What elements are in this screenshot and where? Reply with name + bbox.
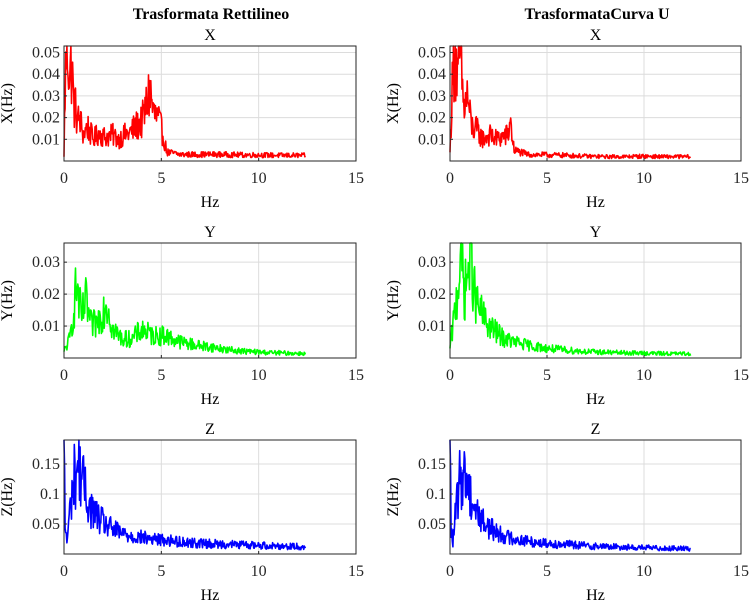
y-axis-label: X(Hz) (385, 83, 402, 124)
axes-background (450, 243, 741, 358)
x-tick-label: 15 (733, 563, 749, 580)
axes-title: X (590, 27, 602, 44)
axes-frame (449, 45, 742, 162)
axes-frame (449, 439, 742, 555)
x-tick-label: 15 (348, 563, 364, 580)
subplot-5: 0 5 10 15 0.05 0.1 0.15 Z Hz Z(Hz) (0, 421, 364, 604)
series-line (63, 439, 307, 551)
y-tick-label: 0.03 (418, 254, 446, 271)
axes-title: Y (204, 224, 216, 241)
axes-frame (449, 242, 742, 359)
y-tick-label: 0.03 (32, 254, 60, 271)
y-axis-label: Z(Hz) (0, 477, 16, 516)
subplot-3: 0 5 10 15 0.01 0.02 0.03 Y Hz Y(Hz) (0, 224, 364, 408)
y-axis-label: Y(Hz) (385, 280, 402, 321)
series-line (63, 267, 307, 357)
x-tick-label: 5 (157, 170, 165, 187)
series-line (449, 45, 692, 160)
axes-background (64, 440, 356, 554)
axes-frame (63, 242, 357, 359)
x-tick-label: 0 (446, 170, 454, 187)
y-tick-label: 0.05 (32, 516, 60, 533)
axes-title: Z (205, 421, 215, 438)
x-tick-label: 10 (251, 170, 267, 187)
y-tick-label: 0.04 (418, 66, 446, 83)
x-tick-label: 10 (636, 563, 652, 580)
subplot-1: 0 5 10 15 0.01 0.02 0.03 0.04 0.05 X Hz X(Hz) (0, 27, 364, 211)
y-tick-label: 0.01 (418, 131, 446, 148)
y-tick-label: 0.02 (418, 110, 446, 127)
axes-frame (63, 439, 357, 555)
subplot-2: 0 5 10 15 0.01 0.02 0.03 0.04 0.05 X Hz X(Hz) (385, 27, 749, 211)
x-tick-label: 15 (348, 170, 364, 187)
x-tick-label: 0 (60, 563, 68, 580)
y-tick-label: 0.01 (32, 131, 60, 148)
axes-title: Y (590, 224, 602, 241)
y-tick-label: 0.04 (32, 66, 60, 83)
x-tick-label: 15 (733, 367, 749, 384)
axes-frame (63, 45, 357, 162)
x-tick-label: 5 (543, 367, 551, 384)
y-tick-label: 0.01 (418, 318, 446, 335)
y-tick-label: 0.05 (32, 45, 60, 62)
x-tick-label: 0 (60, 170, 68, 187)
x-tick-label: 0 (446, 367, 454, 384)
axes-title: Z (591, 421, 601, 438)
y-tick-label: 0.01 (32, 318, 60, 335)
x-tick-label: 5 (543, 563, 551, 580)
x-axis-label: Hz (201, 391, 220, 408)
x-tick-label: 0 (446, 563, 454, 580)
x-tick-label: 15 (733, 170, 749, 187)
x-tick-label: 10 (636, 367, 652, 384)
subplot-4: 0 5 10 15 0.01 0.02 0.03 Y Hz Y(Hz) (385, 224, 749, 408)
y-tick-label: 0.1 (40, 486, 60, 503)
x-tick-label: 15 (348, 367, 364, 384)
axes-background (64, 243, 356, 358)
x-tick-label: 10 (251, 563, 267, 580)
x-tick-label: 10 (636, 170, 652, 187)
y-tick-label: 0.03 (418, 88, 446, 105)
column-title-left: Trasformata Rettilineo (133, 6, 290, 23)
axes-title: X (204, 27, 216, 44)
x-axis-label: Hz (586, 587, 605, 604)
series-line (449, 439, 692, 552)
y-tick-label: 0.02 (32, 286, 60, 303)
x-axis-label: Hz (586, 194, 605, 211)
axes-background (450, 46, 741, 161)
column-title-right: TrasformataCurva U (524, 6, 669, 23)
y-axis-label: X(Hz) (0, 83, 16, 124)
series-line (449, 242, 692, 357)
x-tick-label: 5 (157, 563, 165, 580)
subplot-6: 0 5 10 15 0.05 0.1 0.15 Z Hz Z(Hz) (385, 421, 749, 604)
y-tick-label: 0.05 (418, 516, 446, 533)
x-tick-label: 5 (543, 170, 551, 187)
x-tick-label: 10 (251, 367, 267, 384)
x-axis-label: Hz (201, 587, 220, 604)
y-tick-label: 0.15 (418, 456, 446, 473)
x-tick-label: 5 (157, 367, 165, 384)
x-axis-label: Hz (201, 194, 220, 211)
y-tick-label: 0.02 (32, 110, 60, 127)
y-tick-label: 0.15 (32, 456, 60, 473)
y-tick-label: 0.03 (32, 88, 60, 105)
y-axis-label: Z(Hz) (385, 477, 402, 516)
x-tick-label: 0 (60, 367, 68, 384)
x-axis-label: Hz (586, 391, 605, 408)
y-tick-label: 0.02 (418, 286, 446, 303)
y-axis-label: Y(Hz) (0, 280, 16, 321)
y-tick-label: 0.05 (418, 45, 446, 62)
series-line (63, 45, 307, 159)
y-tick-label: 0.1 (426, 486, 446, 503)
